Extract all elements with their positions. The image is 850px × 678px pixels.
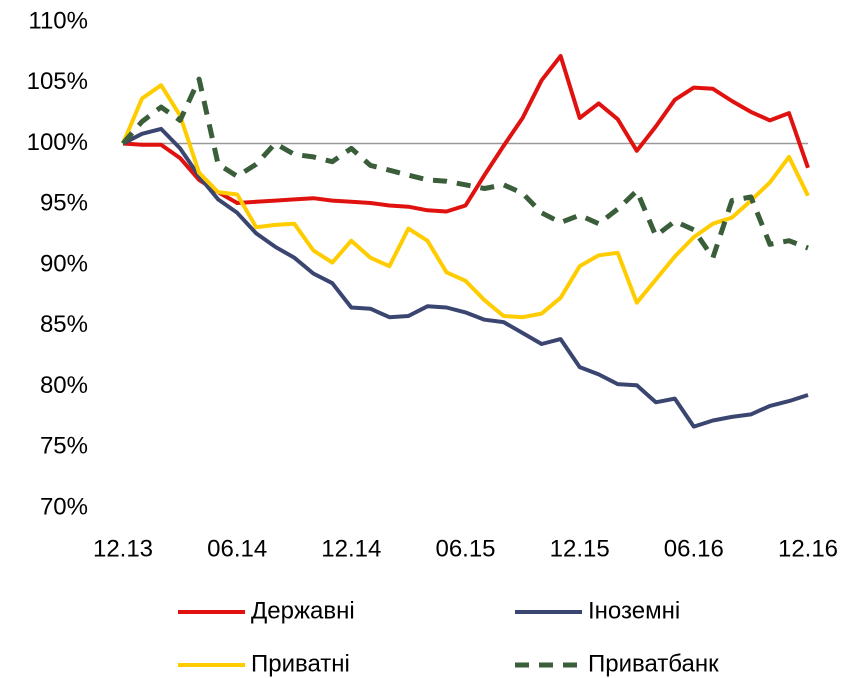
y-tick-label: 85% (40, 311, 88, 338)
x-tick-label: 06.16 (664, 535, 724, 562)
series-line (121, 83, 810, 320)
y-tick-label: 110% (28, 7, 88, 34)
y-tick-label: 70% (40, 493, 88, 520)
y-tick-label: 75% (40, 433, 88, 460)
y-tick-label: 90% (40, 250, 88, 277)
x-tick-label: 12.14 (321, 535, 381, 562)
x-tick-label: 06.14 (207, 535, 267, 562)
x-tick-label: 06.15 (435, 535, 495, 562)
y-tick-label: 100% (27, 129, 88, 156)
legend-label: Приватбанк (588, 650, 719, 677)
series-line (122, 54, 810, 214)
series-line (121, 76, 809, 261)
y-tick-label: 80% (40, 372, 88, 399)
x-tick-label: 12.15 (550, 535, 610, 562)
x-tick-label: 12.13 (93, 535, 153, 562)
y-tick-label: 95% (40, 190, 88, 217)
legend-label: Приватні (251, 650, 350, 677)
y-tick-label: 105% (27, 68, 88, 95)
legend-label: Державні (251, 597, 355, 624)
series-line (122, 126, 809, 429)
x-tick-label: 12.16 (778, 535, 838, 562)
legend-label: Іноземні (588, 597, 680, 624)
